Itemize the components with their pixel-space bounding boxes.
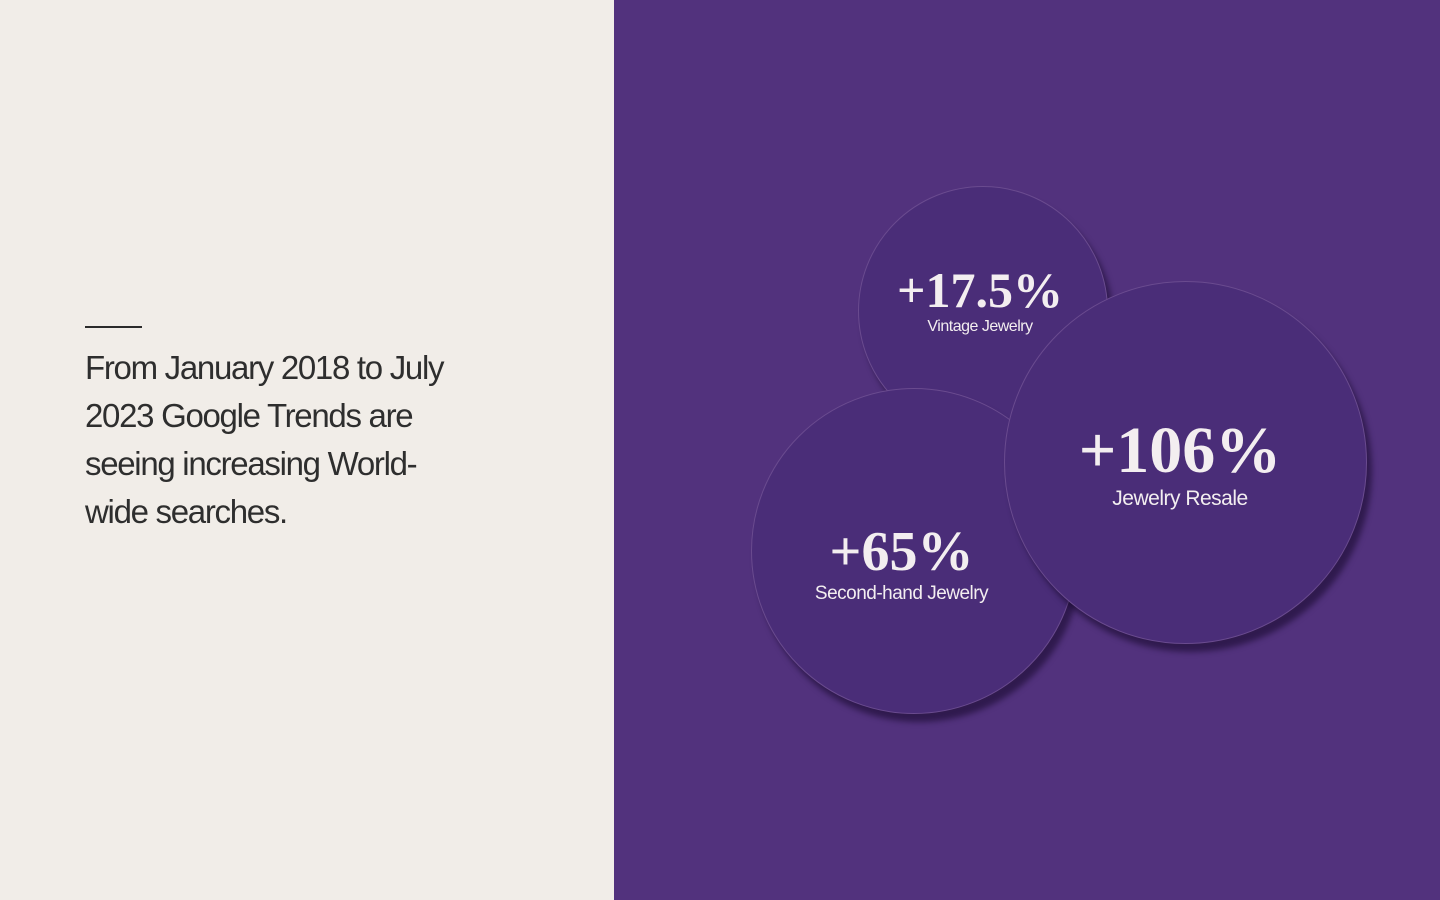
vintage-jewelry-stat: +17.5% Vintage Jewelry — [875, 262, 1085, 336]
stats-panel: +17.5% Vintage Jewelry +65% Second-hand … — [614, 0, 1440, 900]
jewelry-resale-bubble — [1004, 281, 1367, 644]
jewelry-resale-stat: +106% Jewelry Resale — [1060, 415, 1300, 511]
second-hand-jewelry-label: Second-hand Jewelry — [814, 583, 989, 604]
intro-panel: From January 2018 to July 2023 Google Tr… — [0, 0, 614, 900]
second-hand-jewelry-stat: +65% Second-hand Jewelry — [784, 521, 1019, 605]
accent-divider — [85, 326, 142, 328]
jewelry-resale-value: +106% — [1078, 414, 1282, 487]
intro-text: From January 2018 to July 2023 Google Tr… — [85, 349, 444, 530]
vintage-jewelry-label: Vintage Jewelry — [927, 318, 1033, 335]
second-hand-jewelry-value: +65% — [829, 521, 974, 583]
jewelry-resale-label: Jewelry Resale — [1112, 487, 1248, 510]
vintage-jewelry-value: +17.5% — [897, 262, 1063, 318]
